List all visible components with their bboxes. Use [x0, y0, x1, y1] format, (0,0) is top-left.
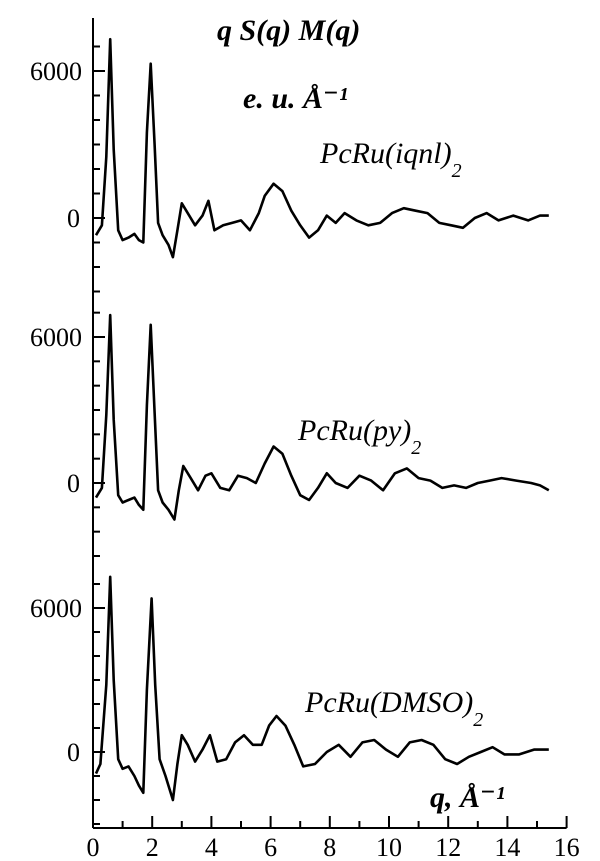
y-tick-label: 0: [67, 738, 80, 767]
series-label-subscript: 2: [411, 437, 421, 459]
x-tick-label: 10: [376, 833, 402, 861]
series-line-1: [94, 37, 549, 259]
y-tick-label: 6000: [30, 323, 82, 352]
x-tick-label: 8: [323, 833, 336, 861]
x-tick-label: 2: [146, 833, 159, 861]
series-line-2: [94, 313, 550, 521]
series-label-3: PcRu(DMSO)2: [304, 686, 483, 731]
x-tick-label: 0: [87, 833, 100, 861]
axes: 0 2 4 6 8 10 12 14 16 0 6000 0 6000 0 6000: [30, 18, 580, 861]
series-label-1: PcRu(iqnl)2: [319, 137, 462, 182]
x-tick-label: 4: [205, 833, 218, 861]
series-label-2: PcRu(py)2: [297, 414, 421, 459]
y-tick-label: 6000: [30, 594, 82, 623]
x-tick-label: 12: [435, 833, 461, 861]
series-curves: [94, 37, 550, 802]
series-label-subscript: 2: [452, 160, 462, 182]
y-tick-label: 6000: [30, 57, 82, 86]
x-tick-label: 16: [554, 833, 580, 861]
x-axis-label: q, Å⁻¹: [430, 781, 505, 814]
y-tick-label: 0: [67, 469, 80, 498]
x-tick-label: 14: [494, 833, 520, 861]
chart-title: q S(q) M(q): [217, 14, 360, 47]
series-label-subscript: 2: [473, 709, 483, 731]
x-tick-label: 6: [264, 833, 277, 861]
y-tick-label: 0: [67, 204, 80, 233]
series-line-3: [94, 575, 549, 802]
y-units-label: e. u. Å⁻¹: [243, 82, 348, 115]
